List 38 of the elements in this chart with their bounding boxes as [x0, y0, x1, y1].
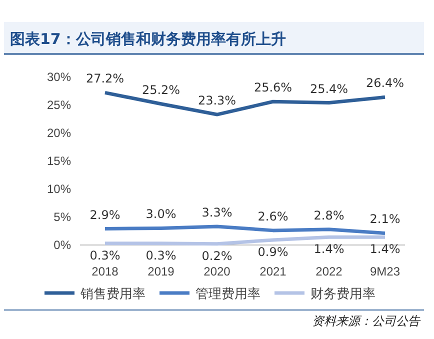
data-label: 26.4% — [366, 76, 404, 90]
data-label: 2.9% — [90, 208, 120, 222]
x-tick-label: 2019 — [148, 264, 175, 279]
data-label: 0.2% — [202, 248, 232, 263]
y-tick-label: 15% — [46, 154, 72, 168]
data-label: 3.0% — [146, 207, 176, 222]
data-label: 2.1% — [370, 212, 400, 226]
data-label: 25.4% — [310, 82, 348, 96]
y-tick-label: 25% — [46, 98, 72, 112]
legend-label: 销售费用率 — [80, 286, 146, 302]
y-tick-label: 5% — [54, 210, 72, 224]
x-tick-label: 9M23 — [370, 264, 400, 279]
y-tick-label: 30% — [46, 70, 72, 84]
y-tick-label: 20% — [46, 126, 72, 140]
line-series — [103, 235, 387, 246]
data-label: 27.2% — [86, 72, 124, 86]
legend-label: 财务费用率 — [310, 286, 376, 302]
data-label: 25.2% — [142, 82, 180, 97]
data-label: 23.3% — [198, 94, 236, 108]
y-tick-label: 10% — [46, 182, 72, 196]
data-label: 1.4% — [370, 242, 400, 256]
data-label: 2.8% — [314, 208, 344, 222]
legend-label: 管理费用率 — [196, 286, 260, 302]
data-label: 0.3% — [146, 248, 176, 262]
line-series — [103, 224, 387, 235]
data-label: 3.3% — [202, 206, 232, 220]
data-label: 0.9% — [258, 244, 288, 259]
data-label: 25.6% — [254, 80, 292, 95]
x-tick-label: 2020 — [204, 264, 231, 279]
data-label: 1.4% — [314, 242, 344, 256]
x-tick-label: 2018 — [92, 264, 119, 279]
x-tick-label: 2021 — [260, 264, 287, 279]
x-tick-label: 2022 — [316, 264, 343, 279]
y-tick-label: 0% — [54, 238, 72, 252]
data-label: 0.3% — [90, 248, 120, 262]
chart-title: 图表17：公司销售和财务费用率有所上升 — [10, 30, 286, 48]
data-label: 2.6% — [258, 209, 288, 224]
text: 资料来源：公司公告 — [312, 314, 421, 328]
